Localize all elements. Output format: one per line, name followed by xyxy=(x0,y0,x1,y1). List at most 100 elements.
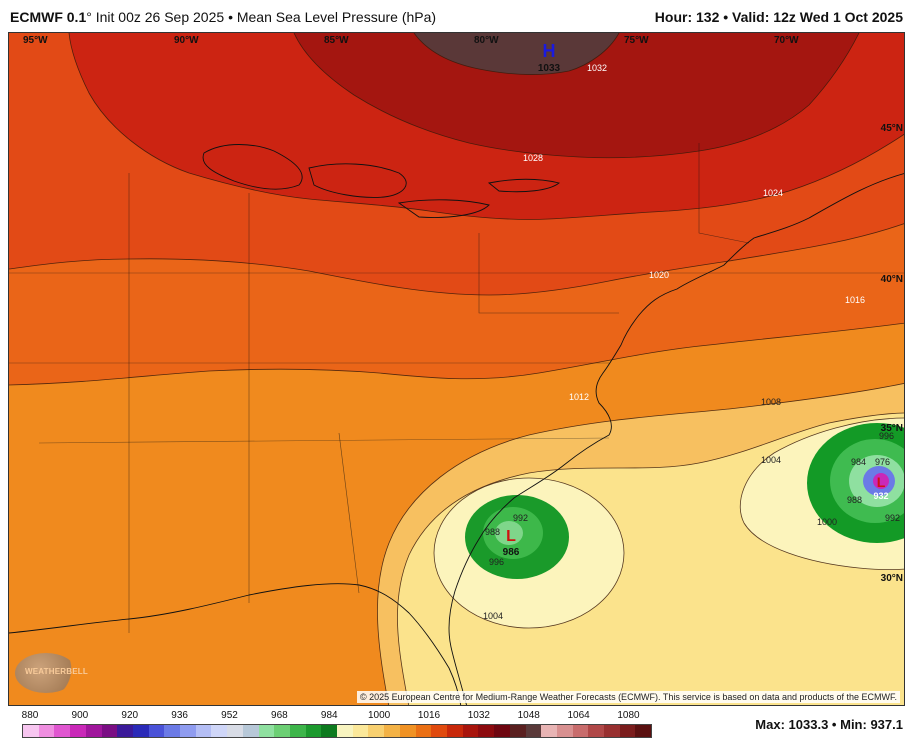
colorbar-swatch xyxy=(274,725,290,737)
colorbar-swatch xyxy=(85,725,102,737)
colorbar-swatch xyxy=(132,725,149,737)
lat-label-40: 40°N xyxy=(881,274,903,285)
colorbar-swatch xyxy=(478,725,495,737)
colorbar-swatch xyxy=(148,725,165,737)
contour-label-1024: 1024 xyxy=(763,188,783,198)
colorbar-swatch xyxy=(494,725,510,737)
colorbar-swatch xyxy=(635,725,652,737)
colorbar-swatch xyxy=(164,725,181,737)
isobar-1028 xyxy=(293,33,860,159)
coastline-gulf xyxy=(9,583,462,705)
great-lakes xyxy=(202,144,560,218)
colorbar-swatch xyxy=(117,725,133,737)
fill-1028 xyxy=(294,33,859,158)
title-separator: • xyxy=(228,9,233,25)
low-value-west: 986 xyxy=(503,547,520,558)
isobar-1004-east xyxy=(739,417,904,571)
contour-label-1016: 1016 xyxy=(845,295,865,305)
colorbar-swatch xyxy=(525,725,542,737)
lat-label-45: 45°N xyxy=(881,123,903,134)
colorbar-label: 1000 xyxy=(368,710,391,721)
min-label: Min: xyxy=(840,717,867,732)
colorbar-swatch xyxy=(604,725,620,737)
lat-label-35: 35°N xyxy=(881,423,903,434)
lon-label-95: 95°W xyxy=(23,35,48,46)
valid-value: 12z Wed 1 Oct 2025 xyxy=(773,9,903,25)
contour-label-1000: 1000 xyxy=(817,517,837,527)
colorbar-label: 1048 xyxy=(517,710,540,721)
state-line-5 xyxy=(38,437,610,444)
lat-label-30: 30°N xyxy=(881,573,903,584)
contour-label-984-east: 984 xyxy=(851,457,866,467)
contour-label-976-east: 976 xyxy=(875,457,890,467)
contour-label-1012: 1012 xyxy=(569,392,589,402)
colorbar-swatch xyxy=(415,725,432,737)
map-canvas[interactable]: 95°W 90°W 85°W 80°W 75°W 70°W 45°N 40°N … xyxy=(9,33,905,706)
state-line-8 xyxy=(698,143,750,244)
isobar-1020 xyxy=(9,223,904,296)
colorbar-swatch xyxy=(54,725,71,737)
colorbar-swatch xyxy=(619,725,636,737)
colorbar-swatch xyxy=(337,725,353,737)
isobar-1024 xyxy=(68,33,904,220)
fill-944-east xyxy=(873,473,889,489)
colorbar-label: 900 xyxy=(71,710,89,721)
valid-label: Valid: xyxy=(732,9,770,25)
colorbar-swatch xyxy=(462,725,479,737)
colorbar-swatch xyxy=(384,725,400,737)
isobar-1008 xyxy=(397,412,904,705)
map-title: ECMWF 0.1° Init 00z 26 Sep 2025 • Mean S… xyxy=(10,9,436,25)
state-line-7 xyxy=(478,233,619,314)
contour-label-988-west: 988 xyxy=(485,527,500,537)
colorbar-label: 1016 xyxy=(417,710,441,721)
coastline-east xyxy=(448,173,904,705)
colorbar-swatches xyxy=(22,724,652,738)
contour-label-988-east: 988 xyxy=(847,495,862,505)
title-separator-2: • xyxy=(723,9,729,25)
pressure-map[interactable]: 95°W 90°W 85°W 80°W 75°W 70°W 45°N 40°N … xyxy=(8,32,905,706)
high-symbol: H xyxy=(543,41,556,61)
colorbar-label: 920 xyxy=(121,710,139,721)
colorbar-swatch xyxy=(541,725,557,737)
contour-label-1028: 1028 xyxy=(523,153,543,163)
colorbar-swatch xyxy=(180,725,196,737)
model-name: ECMWF 0.1 xyxy=(10,9,87,25)
colorbar-label: 880 xyxy=(21,710,39,721)
colorbar-labels: 880 900 920 936 952 968 984 1000 1016 1032 1048 106… xyxy=(22,710,652,724)
header-bar: ECMWF 0.1° Init 00z 26 Sep 2025 • Mean S… xyxy=(0,0,913,32)
lon-label-80: 80°W xyxy=(474,35,499,46)
min-value: 937.1 xyxy=(870,717,903,732)
init-time: Init 00z 26 Sep 2025 xyxy=(95,9,225,25)
isobar-1012 xyxy=(377,383,904,705)
colorbar-swatch xyxy=(242,725,259,737)
maxmin-separator: • xyxy=(831,717,837,732)
hour-label: Hour: xyxy=(654,9,693,25)
colorbar-label: 1032 xyxy=(467,710,490,721)
colorbar-swatch xyxy=(446,725,463,737)
lon-label-85: 85°W xyxy=(324,35,349,46)
lon-label-70: 70°W xyxy=(774,35,799,46)
product-name: Mean Sea Level Pressure (hPa) xyxy=(236,9,437,25)
colorbar-swatch xyxy=(23,725,39,737)
colorbar-swatch xyxy=(101,725,118,737)
isobar-1032 xyxy=(413,33,620,76)
state-line-6 xyxy=(338,432,360,594)
lon-label-90: 90°W xyxy=(174,35,199,46)
colorbar-swatch xyxy=(368,725,385,737)
max-min-readout: Max: 1033.3 • Min: 937.1 xyxy=(755,717,903,732)
colorbar-swatch xyxy=(431,725,447,737)
forecast-time: Hour: 132 • Valid: 12z Wed 1 Oct 2025 xyxy=(655,9,903,25)
colorbar-swatch xyxy=(509,725,526,737)
copyright-notice: © 2025 European Centre for Medium-Range … xyxy=(356,691,900,703)
isobar-1016 xyxy=(9,322,904,386)
max-label: Max: xyxy=(755,717,785,732)
colorbar-label: 984 xyxy=(320,710,338,721)
isobar-1004-west xyxy=(433,477,625,629)
degree-mark: ° xyxy=(86,9,92,25)
contour-label-1004-west: 1004 xyxy=(483,611,503,621)
colorbar-label: 1064 xyxy=(567,710,590,721)
contour-label-996-east: 996 xyxy=(879,431,894,441)
colorbar-swatch xyxy=(258,725,275,737)
contour-label-1008: 1008 xyxy=(761,397,781,407)
low-value-east: 932 xyxy=(873,491,888,501)
